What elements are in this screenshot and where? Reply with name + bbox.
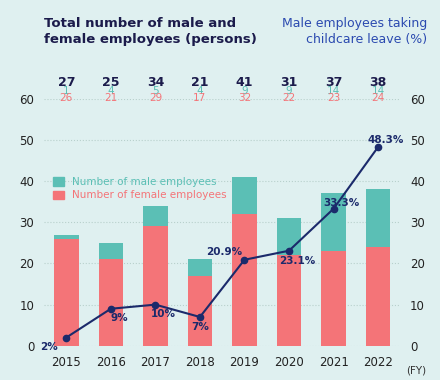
Text: 23.1%: 23.1%: [279, 256, 315, 266]
Text: 7%: 7%: [191, 322, 209, 332]
Text: 20.9%: 20.9%: [206, 247, 242, 257]
Bar: [232, 177, 257, 214]
Bar: [277, 255, 301, 346]
Text: 2%: 2%: [40, 342, 58, 352]
Text: 1: 1: [63, 86, 70, 95]
Bar: [54, 235, 78, 239]
Text: Total number of male and
female employees (persons): Total number of male and female employee…: [44, 17, 257, 46]
Text: 9%: 9%: [110, 313, 128, 323]
Bar: [188, 276, 212, 346]
Text: Male employees taking
childcare leave (%): Male employees taking childcare leave (%…: [282, 17, 427, 46]
Text: 10%: 10%: [151, 309, 176, 319]
Text: 14: 14: [371, 86, 385, 95]
Bar: [366, 247, 390, 346]
Bar: [99, 243, 123, 260]
Text: 21: 21: [104, 93, 117, 103]
Text: 41: 41: [236, 76, 253, 89]
Bar: [99, 260, 123, 346]
Text: 9: 9: [241, 86, 248, 95]
Text: 9: 9: [286, 86, 292, 95]
Text: 22: 22: [282, 93, 296, 103]
Bar: [54, 239, 78, 346]
Bar: [143, 226, 168, 346]
Text: (FY): (FY): [406, 365, 426, 375]
Bar: [143, 206, 168, 226]
Bar: [277, 218, 301, 255]
Text: 4: 4: [197, 86, 203, 95]
Text: 5: 5: [152, 86, 159, 95]
Bar: [366, 189, 390, 247]
Legend: Number of male employees, Number of female employees: Number of male employees, Number of fema…: [49, 173, 231, 204]
Text: 33.3%: 33.3%: [323, 198, 360, 207]
Bar: [321, 193, 346, 251]
Bar: [321, 251, 346, 346]
Text: 38: 38: [370, 76, 387, 89]
Text: 37: 37: [325, 76, 342, 89]
Text: 27: 27: [58, 76, 75, 89]
Text: 29: 29: [149, 93, 162, 103]
Text: 32: 32: [238, 93, 251, 103]
Text: 26: 26: [60, 93, 73, 103]
Text: 4: 4: [107, 86, 114, 95]
Text: 34: 34: [147, 76, 164, 89]
Text: 23: 23: [327, 93, 340, 103]
Text: 21: 21: [191, 76, 209, 89]
Text: 25: 25: [102, 76, 120, 89]
Text: 31: 31: [280, 76, 298, 89]
Text: 14: 14: [327, 86, 340, 95]
Text: 24: 24: [371, 93, 385, 103]
Bar: [188, 260, 212, 276]
Bar: [232, 214, 257, 346]
Text: 17: 17: [193, 93, 206, 103]
Text: 48.3%: 48.3%: [368, 135, 404, 144]
